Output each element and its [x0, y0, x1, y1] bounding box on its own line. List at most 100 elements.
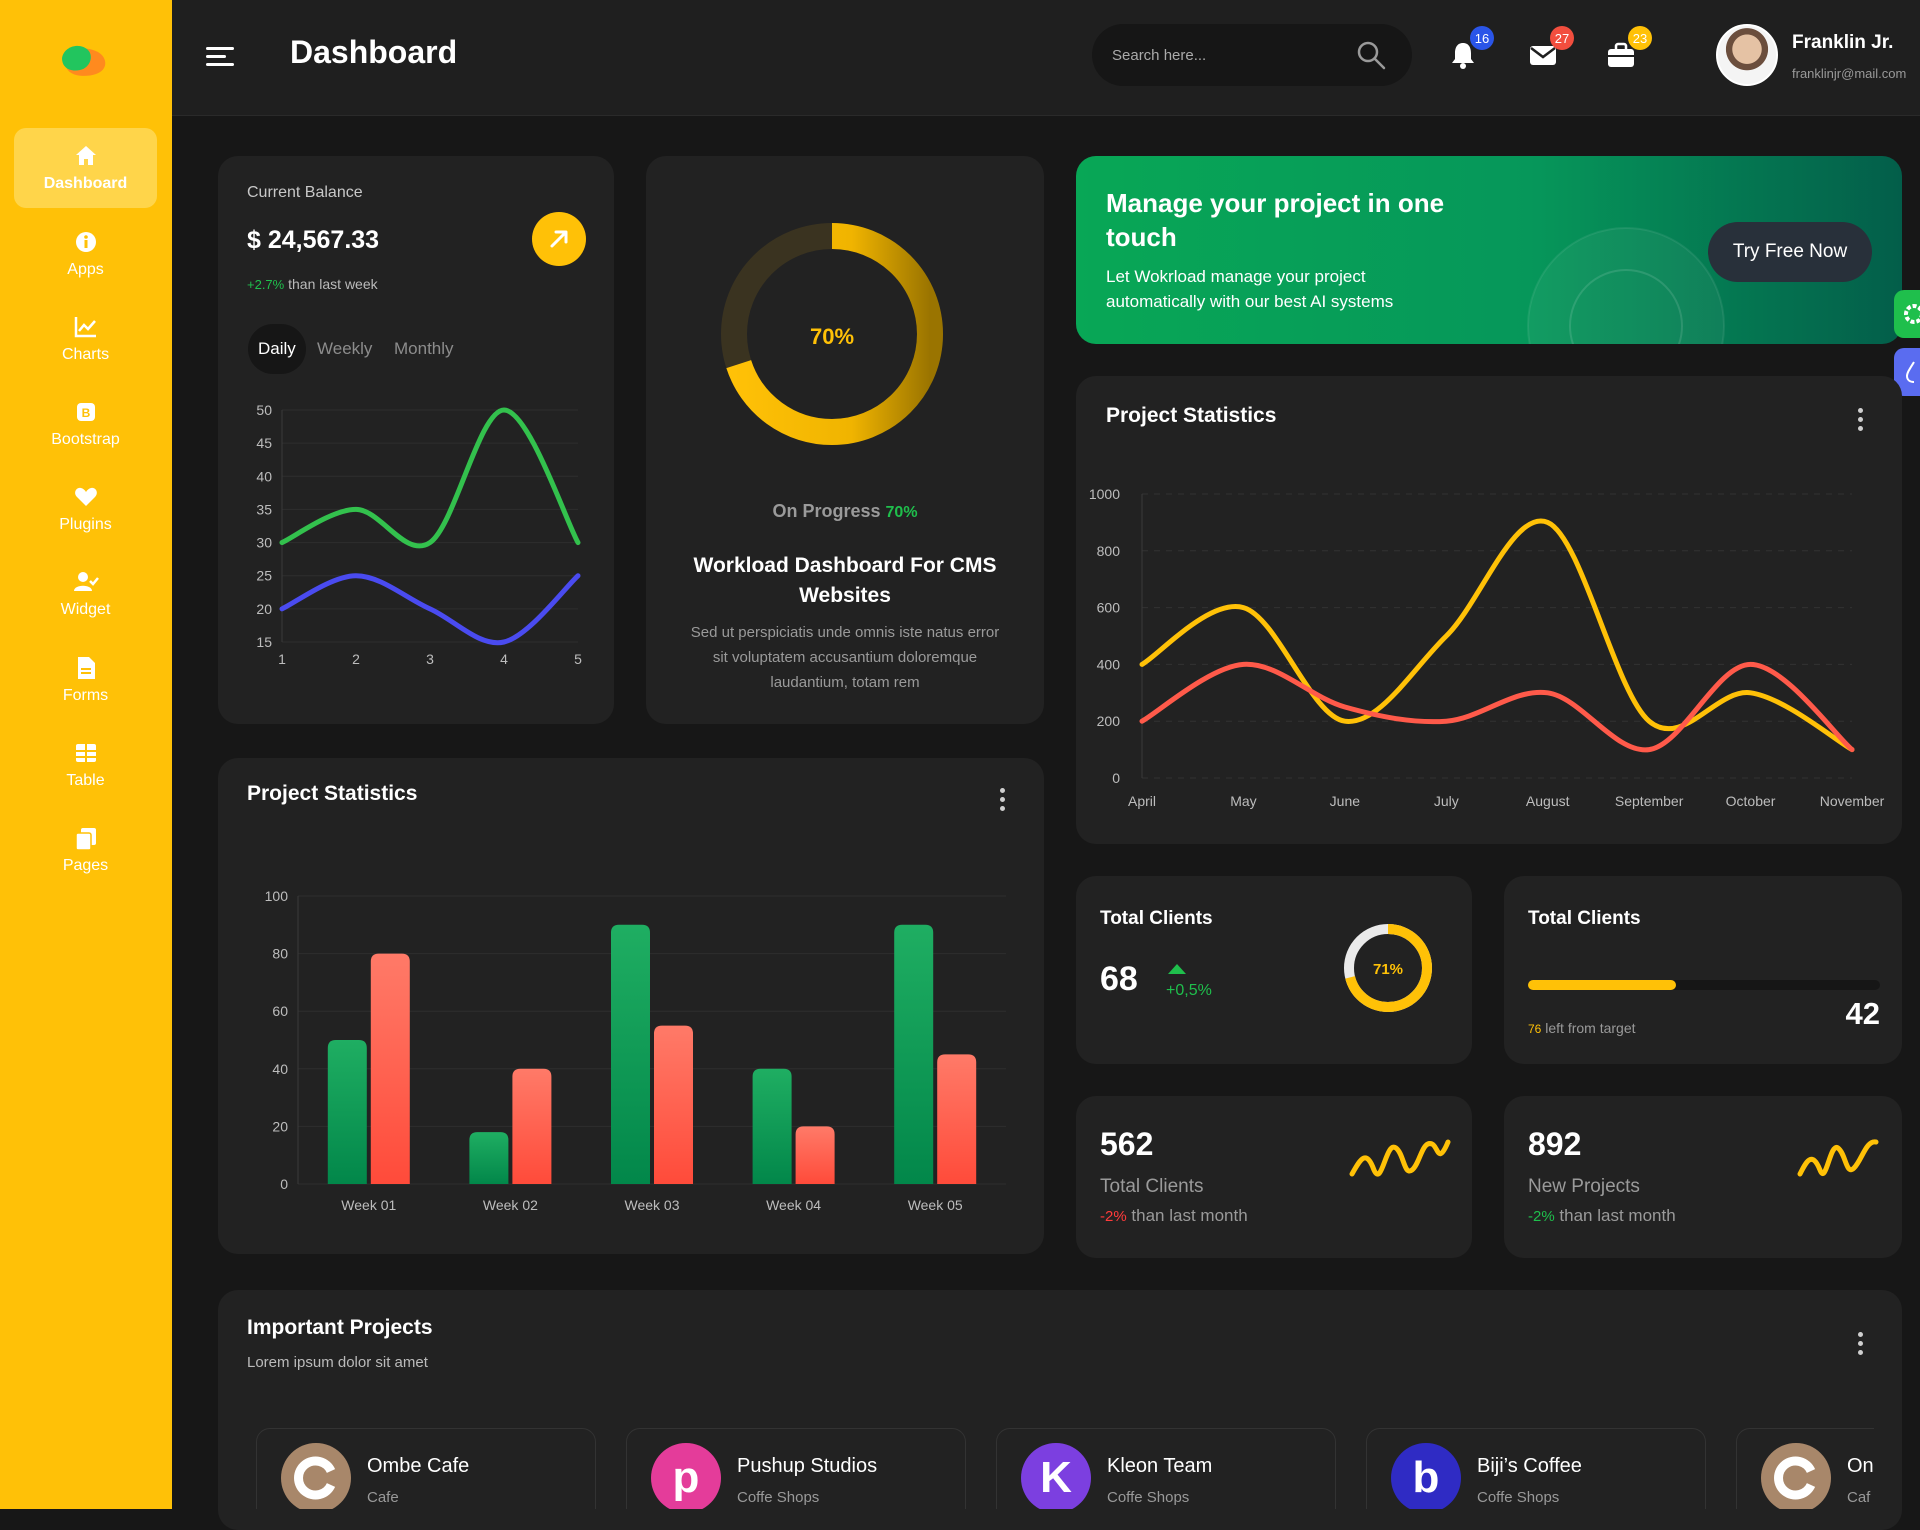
app-logo[interactable] [58, 36, 114, 84]
series-line-1 [1139, 661, 1855, 753]
new-projects-card: 892 New Projects -2% than last month [1504, 1096, 1902, 1258]
project-name: Kleon Team [1107, 1455, 1213, 1477]
y-tick-label: 40 [256, 468, 272, 484]
x-tick-label: October [1726, 793, 1776, 809]
settings-side-tab[interactable] [1894, 290, 1920, 338]
total-clients-change: +0,5% [1166, 982, 1212, 999]
x-tick-label: Week 01 [341, 1197, 396, 1213]
sidebar-item-pages[interactable]: Pages [14, 810, 157, 890]
y-tick-label: 400 [1097, 656, 1121, 672]
project-logo [281, 1443, 351, 1509]
droplet-icon [1905, 361, 1915, 383]
kebab-menu-icon[interactable] [1858, 1332, 1864, 1356]
target-left-text: left from target [1545, 1020, 1636, 1036]
project-card[interactable]: Ombe Cafe Cafe [256, 1428, 596, 1509]
x-tick-label: July [1434, 793, 1459, 809]
clients-month-change-text: than last month [1131, 1206, 1248, 1225]
sidebar-item-label: Bootstrap [51, 431, 120, 448]
avatar[interactable] [1716, 24, 1778, 86]
x-tick-label: Week 04 [766, 1197, 821, 1213]
user-name[interactable]: Franklin Jr. [1792, 32, 1894, 53]
tab-weekly[interactable]: Weekly [317, 339, 373, 358]
y-tick-label: 800 [1097, 543, 1121, 559]
sidebar-item-bootstrap[interactable]: B Bootstrap [14, 384, 157, 464]
x-tick-label: 3 [426, 651, 434, 667]
tab-daily[interactable]: Daily [248, 324, 306, 374]
target-progress-fill [1528, 980, 1676, 990]
bar-series-0 [752, 1068, 792, 1184]
notifications-button[interactable]: 16 [1448, 26, 1494, 70]
balance-change-row: +2.7% than last week [247, 276, 378, 292]
clients-ring-percent: 71% [1373, 961, 1403, 978]
project-logo: b [1391, 1443, 1461, 1509]
clients-ring-chart: 71% [1344, 924, 1432, 1012]
project-type: Caf [1847, 1489, 1871, 1506]
projects-sparkline [1797, 1139, 1879, 1177]
balance-amount: $ 24,567.33 [247, 226, 380, 254]
x-tick-label: 4 [500, 651, 508, 667]
promo-desc-line2: automatically with our best AI systems [1106, 292, 1394, 311]
total-clients-ring-card: Total Clients 68 +0,5% 71% [1076, 876, 1472, 1064]
table-icon [75, 744, 96, 762]
donut-percent: 70% [810, 324, 854, 349]
sidebar-item-label: Dashboard [43, 175, 128, 192]
y-tick-label: 30 [256, 535, 272, 551]
try-free-button[interactable]: Try Free Now [1708, 222, 1872, 282]
project-type: Cafe [367, 1489, 399, 1506]
search-input[interactable] [1112, 42, 1342, 68]
kebab-menu-icon[interactable] [1858, 408, 1864, 432]
bar-series-1 [795, 1126, 835, 1184]
heart-icon [74, 487, 97, 506]
sidebar-item-label: Plugins [59, 516, 112, 533]
sidebar-item-dashboard[interactable]: Dashboard [14, 128, 157, 208]
sidebar-item-apps[interactable]: Apps [14, 214, 157, 294]
x-tick-label: September [1615, 793, 1684, 809]
project-card[interactable]: p Pushup Studios Coffe Shops [626, 1428, 966, 1509]
tab-monthly[interactable]: Monthly [394, 339, 454, 358]
sidebar-item-charts[interactable]: Charts [14, 299, 157, 379]
project-name: Ombe Cafe [367, 1455, 470, 1477]
project-card[interactable]: On Caf [1736, 1428, 1874, 1509]
search-box [1092, 24, 1412, 86]
clients-month-card: 562 Total Clients -2% than last month [1076, 1096, 1472, 1258]
y-tick-label: 100 [265, 888, 289, 904]
promo-desc-line1: Let Wokrload manage your project [1106, 267, 1366, 286]
y-tick-label: 60 [272, 1003, 288, 1019]
x-tick-label: April [1128, 793, 1156, 809]
balance-label: Current Balance [247, 184, 363, 201]
target-progress-track [1528, 980, 1880, 990]
target-value: 42 [1845, 996, 1880, 1031]
file-icon [77, 657, 95, 679]
balance-action-button[interactable] [532, 212, 586, 266]
messages-button[interactable]: 27 [1528, 26, 1574, 70]
new-projects-change: -2% [1528, 1208, 1555, 1225]
promo-title: Manage your project in one touch [1106, 186, 1444, 254]
sidebar-item-widget[interactable]: Widget [14, 554, 157, 634]
top-bar: Dashboard 16 27 23 Franklin Jr. franklin… [172, 0, 1920, 116]
sidebar-item-table[interactable]: Table [14, 725, 157, 805]
progress-status-text: On Progress [772, 501, 881, 521]
kebab-menu-icon[interactable] [1000, 788, 1006, 812]
project-card[interactable]: K Kleon Team Coffe Shops [996, 1428, 1336, 1509]
workload-title-line1: Workload Dashboard For CMS [693, 554, 997, 577]
tasks-button[interactable]: 23 [1606, 26, 1652, 70]
sidebar-item-forms[interactable]: Forms [14, 640, 157, 720]
total-clients-target-card: Total Clients 76 left from target 42 [1504, 876, 1902, 1064]
menu-toggle-icon[interactable] [206, 46, 234, 68]
x-tick-label: 1 [278, 651, 286, 667]
project-card[interactable]: b Biji’s Coffee Coffe Shops [1366, 1428, 1706, 1509]
sidebar-item-label: Forms [62, 687, 109, 704]
search-icon[interactable] [1356, 40, 1386, 70]
user-email: franklinjr@mail.com [1792, 66, 1907, 81]
total-clients-value: 68 [1100, 960, 1138, 998]
gear-icon [1904, 304, 1920, 324]
sidebar-item-plugins[interactable]: Plugins [14, 469, 157, 549]
y-tick-label: 50 [256, 402, 272, 418]
workload-card: 70% On Progress 70% Workload Dashboard F… [646, 156, 1044, 724]
y-tick-label: 0 [280, 1176, 288, 1192]
x-tick-label: June [1330, 793, 1361, 809]
projects-row: Ombe Cafe Cafe p Pushup Studios Coffe Shops K… [256, 1428, 1874, 1509]
project-stats-bar-title: Project Statistics [247, 782, 418, 805]
y-tick-label: 20 [272, 1118, 288, 1134]
sidebar-item-label: Charts [61, 346, 110, 363]
